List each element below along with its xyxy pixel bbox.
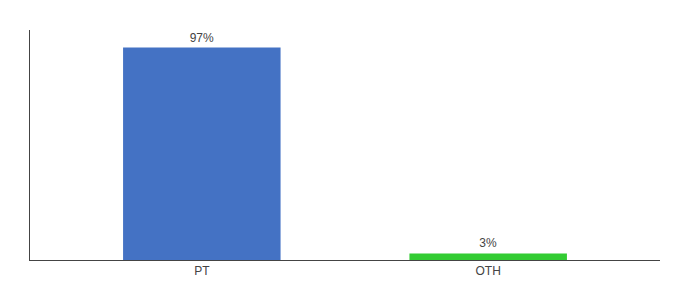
svg-text:97%: 97%: [190, 31, 214, 45]
svg-text:PT: PT: [194, 264, 210, 278]
svg-text:OTH: OTH: [476, 264, 501, 278]
svg-text:3%: 3%: [479, 236, 497, 250]
